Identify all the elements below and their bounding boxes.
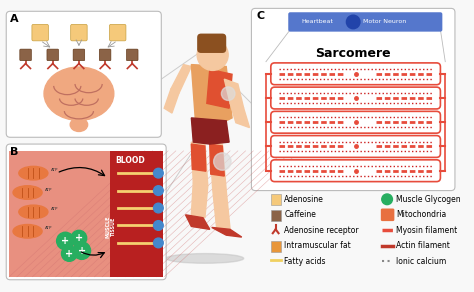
Circle shape [221,87,235,100]
Polygon shape [230,103,249,128]
FancyBboxPatch shape [47,49,59,61]
Circle shape [62,246,77,261]
Polygon shape [171,65,191,94]
Text: Ionic calcium: Ionic calcium [396,257,446,266]
Polygon shape [210,144,224,176]
Ellipse shape [19,166,48,180]
FancyBboxPatch shape [99,49,111,61]
FancyBboxPatch shape [271,111,440,133]
Text: B: B [10,147,18,157]
FancyBboxPatch shape [71,24,87,41]
Circle shape [71,230,87,246]
Ellipse shape [19,205,48,219]
Text: ATP: ATP [45,188,53,192]
Text: ATP: ATP [51,168,58,172]
Polygon shape [191,144,206,171]
Polygon shape [224,79,244,108]
Polygon shape [191,118,229,144]
FancyBboxPatch shape [32,24,48,41]
Polygon shape [207,69,232,108]
Text: Caffeine: Caffeine [284,210,316,219]
Text: Adenosine: Adenosine [284,195,324,204]
FancyBboxPatch shape [6,11,161,137]
FancyBboxPatch shape [251,8,455,191]
Circle shape [56,232,74,250]
FancyBboxPatch shape [110,151,163,277]
Circle shape [214,153,231,170]
Circle shape [73,242,91,259]
Text: ATP: ATP [51,207,58,211]
Text: Myosin filament: Myosin filament [396,226,457,235]
FancyBboxPatch shape [9,151,163,277]
Circle shape [346,15,360,29]
Polygon shape [191,65,232,123]
Text: MUSCLE
TISSUE: MUSCLE TISSUE [106,215,116,238]
FancyBboxPatch shape [73,49,85,61]
FancyBboxPatch shape [288,12,442,32]
Polygon shape [191,183,208,218]
FancyBboxPatch shape [271,135,440,157]
FancyBboxPatch shape [271,194,282,205]
Text: +: + [78,246,86,256]
Circle shape [154,186,163,195]
FancyBboxPatch shape [271,210,282,221]
Text: Motor Neuron: Motor Neuron [363,20,406,25]
FancyBboxPatch shape [271,241,282,252]
Ellipse shape [166,253,244,263]
Ellipse shape [13,225,42,238]
Circle shape [154,203,163,213]
FancyBboxPatch shape [271,160,440,182]
FancyBboxPatch shape [197,34,226,53]
FancyBboxPatch shape [271,63,440,85]
Text: +: + [65,248,73,259]
Polygon shape [212,227,242,237]
Text: Actin filament: Actin filament [396,241,450,250]
Text: +: + [61,236,69,246]
Text: Adenosine receptor: Adenosine receptor [284,226,359,235]
Text: Mitochondria: Mitochondria [396,210,446,219]
Text: A: A [10,14,19,24]
Polygon shape [210,142,226,191]
Circle shape [382,194,392,205]
Text: Sarcomere: Sarcomere [315,47,391,60]
Circle shape [154,221,163,230]
Ellipse shape [44,67,114,120]
Text: BLOOD: BLOOD [115,156,145,165]
FancyBboxPatch shape [381,208,394,221]
Ellipse shape [70,118,88,131]
FancyBboxPatch shape [109,24,126,41]
Polygon shape [213,189,230,229]
Polygon shape [164,89,179,113]
Polygon shape [191,142,208,186]
Text: Heartbeat: Heartbeat [302,20,334,25]
Text: Muscle Glycogen: Muscle Glycogen [396,195,460,204]
FancyBboxPatch shape [20,49,31,61]
Ellipse shape [13,186,42,199]
Text: ATP: ATP [45,226,53,230]
FancyBboxPatch shape [127,49,138,61]
Text: +: + [75,233,83,243]
FancyBboxPatch shape [271,87,440,109]
FancyBboxPatch shape [6,144,166,280]
Text: Fatty acids: Fatty acids [284,257,326,266]
Circle shape [197,39,228,70]
Circle shape [154,238,163,248]
Polygon shape [185,215,210,229]
Text: C: C [256,11,264,21]
Circle shape [154,168,163,178]
Text: Intramuscular fat: Intramuscular fat [284,241,351,250]
